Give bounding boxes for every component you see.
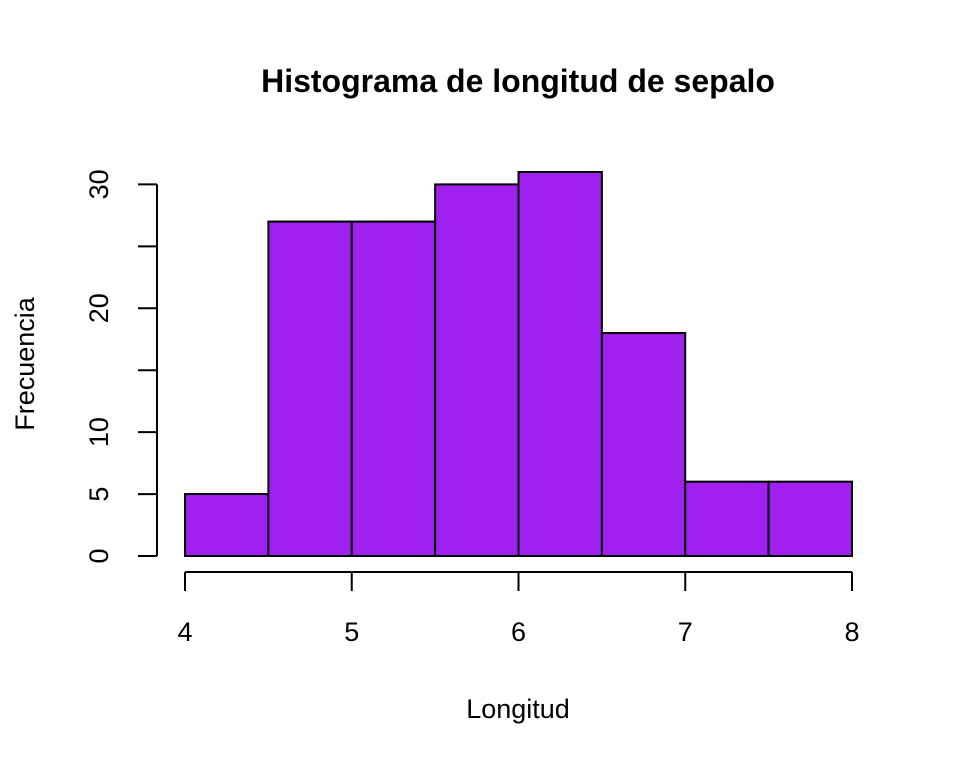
histogram-bar-0 [184,493,270,557]
x-tick-label: 4 [177,617,192,647]
y-tick-label: 10 [84,417,114,447]
histogram-bar-3 [434,183,520,558]
histogram-bar-2 [350,220,437,557]
x-tick-label: 8 [844,617,859,647]
y-axis-label: Frecuencia [10,296,40,431]
x-axis-label: Longitud [466,694,570,724]
y-tick-label: 20 [84,293,114,323]
histogram-bar-6 [684,480,770,558]
bars-layer [184,171,853,558]
histogram-bar-7 [767,480,853,558]
histogram-bar-1 [267,220,353,557]
y-axis: 0 5 10 20 30 [84,169,158,564]
chart-title: Histograma de longitud de sepalo [261,63,775,99]
y-tick-label: 30 [84,169,114,199]
y-tick-label: 5 [84,487,114,502]
histogram-bar-5 [600,332,687,557]
histogram-bar-4 [517,171,603,557]
y-tick-label: 0 [84,548,114,563]
x-axis: 4 5 6 7 8 [177,571,860,647]
x-tick-label: 7 [678,617,693,647]
x-tick-label: 5 [344,617,359,647]
x-tick-label: 6 [511,617,526,647]
